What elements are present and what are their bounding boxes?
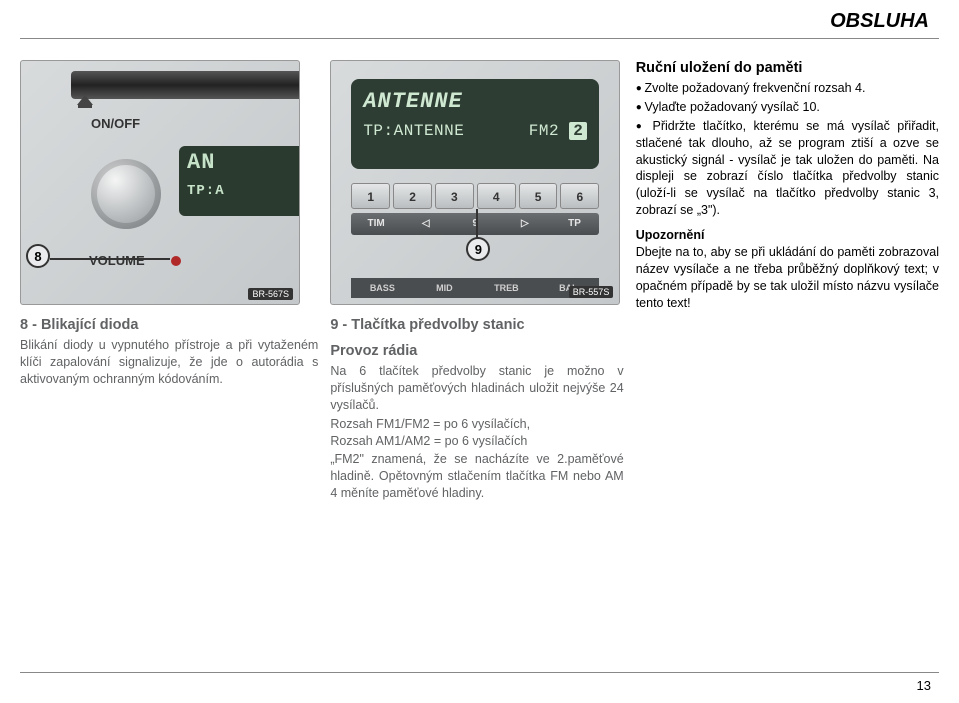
callout-9-line [476,209,478,239]
lcd-line1: ANTENNE [363,89,587,114]
page-header: OBSLUHA [830,10,929,33]
soft-right: ▷ [500,213,550,235]
lcd-line1: AN [179,146,299,179]
cd-slot [71,71,299,99]
col2-title2: Provoz rádia [330,343,623,359]
page-number: 13 [917,678,931,693]
blinking-led [171,256,181,266]
softkey-row: TIM ◁ 9 ▷ TP [351,213,599,235]
preset-2: 2 [393,183,432,209]
callout-9: 9 [466,237,490,261]
soft-tp: TP [550,213,600,235]
lcd-box: ANTENNE TP:ANTENNE FM2 2 [351,79,599,169]
mid: MID [413,278,475,298]
soft-left: ◁ [401,213,451,235]
col3-warn-title: Upozornění [636,227,939,244]
bottom-rule [20,672,939,673]
fig2-code: BR-557S [569,286,614,298]
lcd-tp: TP:ANTENNE [363,122,464,140]
lcd-crop: AN TP:A [179,146,299,216]
col2-p3: „FM2" znamená, že se nacházíte ve 2.pamě… [330,451,623,502]
content-area: ON/OFF AN TP:A 8 VOLUME BR-567S 8 - Blik… [20,60,939,502]
column-2: ANTENNE TP:ANTENNE FM2 2 1 2 3 4 5 6 TIM [330,60,623,502]
column-3: Ruční uložení do paměti Zvolte požadovan… [636,60,939,502]
soft-9: 9 [451,213,501,235]
col3-b1: Zvolte požadovaný frekvenční rozsah 4. [636,80,939,97]
onoff-label: ON/OFF [91,116,140,131]
lcd-fm2-a: FM2 [529,122,559,140]
fig1-code: BR-567S [248,288,293,300]
col3-b2: Vylaďte požadovaný vysílač 10. [636,99,939,116]
preset-3: 3 [435,183,474,209]
volume-knob [91,159,161,229]
col2-p1: Na 6 tlačítek předvolby stanic je možno … [330,363,623,414]
preset-4: 4 [477,183,516,209]
lcd-line2: TP:ANTENNE FM2 2 [363,122,587,140]
eject-icon [77,95,93,105]
volume-label: VOLUME [89,253,145,268]
col2-title1: 9 - Tlačítka předvolby stanic [330,317,623,333]
col2-p2b: Rozsah AM1/AM2 = po 6 vysílačích [330,433,623,450]
col2-p2a: Rozsah FM1/FM2 = po 6 vysílačích, [330,416,623,433]
figure-center: ANTENNE TP:ANTENNE FM2 2 1 2 3 4 5 6 TIM [330,60,620,305]
column-1: ON/OFF AN TP:A 8 VOLUME BR-567S 8 - Blik… [20,60,318,502]
col1-title: 8 - Blikající dioda [20,317,318,333]
col3-b3: Přidržte tlačítko, kterému se má vysílač… [636,118,939,219]
callout-8: 8 [26,244,50,268]
figure-left: ON/OFF AN TP:A 8 VOLUME BR-567S [20,60,300,305]
preset-5: 5 [519,183,558,209]
bass: BASS [351,278,413,298]
top-rule [20,38,939,39]
preset-button-row: 1 2 3 4 5 6 [351,183,599,209]
bass-row: BASS MID TREB BAL [351,278,599,298]
col3-title: Ruční uložení do paměti [636,60,939,76]
col3-warn: Dbejte na to, aby se při ukládání do pam… [636,244,939,312]
preset-1: 1 [351,183,390,209]
lcd-line2: TP:A [179,179,299,203]
soft-tim: TIM [351,213,401,235]
col1-text: Blikání diody u vypnutého přístroje a př… [20,337,318,388]
lcd-fm2-b: 2 [569,122,587,140]
lcd-fm2: FM2 2 [529,122,588,140]
preset-6: 6 [560,183,599,209]
treb: TREB [475,278,537,298]
